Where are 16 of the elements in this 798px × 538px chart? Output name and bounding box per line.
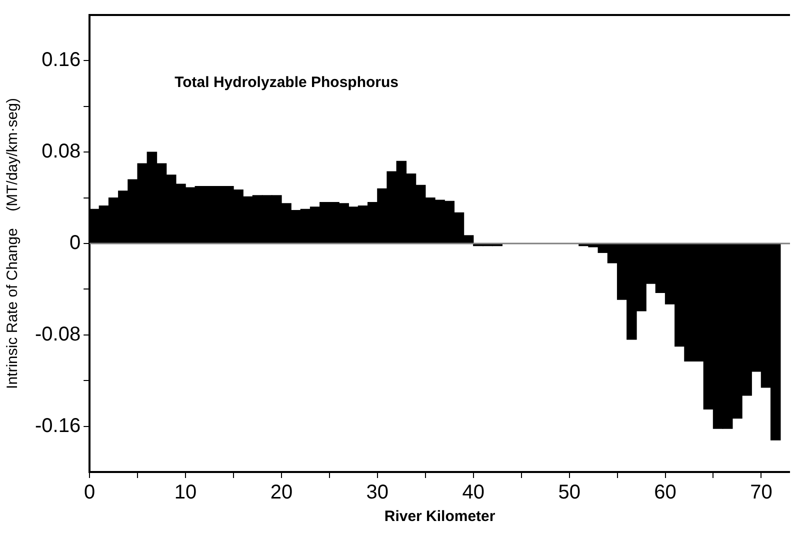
x-tick-label: 40 [462,482,484,504]
text: Total Hydrolyzable Phosphorus [174,74,399,92]
y-tick-label: -0.08 [34,323,81,346]
x-tick-label: 0 [84,482,96,504]
x-tick-label: 70 [750,482,772,504]
y-axis-title: Intrinsic Rate of Change (MT/day/km·seg) [4,98,22,389]
x-tick-label: 20 [270,482,293,504]
x-tick-label: 50 [558,482,580,504]
x-tick-label: 30 [366,482,389,504]
x-tick-label: 10 [174,482,197,504]
y-tick-label: 0.16 [42,49,81,72]
y-tick-label: 0 [69,232,81,254]
y-tick-label: -0.16 [34,414,81,437]
x-tick-label: 60 [654,482,676,504]
y-tick-label: 0.08 [42,140,81,163]
x-axis-title: River Kilometer [384,508,496,526]
